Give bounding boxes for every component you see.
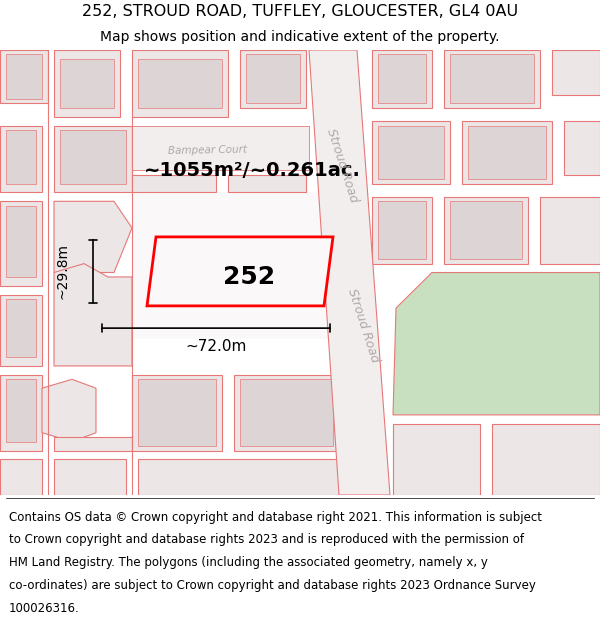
Polygon shape — [450, 201, 522, 259]
Polygon shape — [54, 264, 132, 366]
Polygon shape — [132, 375, 222, 451]
Polygon shape — [378, 54, 426, 103]
Polygon shape — [234, 375, 339, 451]
Polygon shape — [444, 50, 540, 108]
Polygon shape — [0, 50, 48, 103]
Text: Stroud Road: Stroud Road — [324, 127, 360, 204]
Polygon shape — [564, 121, 600, 174]
Polygon shape — [468, 126, 546, 179]
Polygon shape — [6, 54, 42, 99]
Polygon shape — [450, 54, 534, 103]
Text: 100026316.: 100026316. — [9, 602, 80, 614]
Text: 252: 252 — [223, 265, 275, 289]
Polygon shape — [0, 295, 42, 366]
Polygon shape — [228, 174, 306, 192]
Polygon shape — [372, 197, 432, 264]
Polygon shape — [372, 50, 432, 108]
Polygon shape — [393, 424, 480, 495]
Polygon shape — [147, 237, 333, 306]
Polygon shape — [54, 201, 132, 272]
Polygon shape — [378, 126, 444, 179]
Text: ~29.8m: ~29.8m — [56, 243, 70, 299]
Text: co-ordinates) are subject to Crown copyright and database rights 2023 Ordnance S: co-ordinates) are subject to Crown copyr… — [9, 579, 536, 592]
Polygon shape — [138, 379, 216, 446]
Polygon shape — [378, 201, 426, 259]
Polygon shape — [372, 121, 450, 184]
Polygon shape — [60, 59, 114, 108]
Polygon shape — [492, 424, 600, 495]
Polygon shape — [54, 126, 132, 192]
Polygon shape — [240, 50, 306, 108]
Text: HM Land Registry. The polygons (including the associated geometry, namely x, y: HM Land Registry. The polygons (includin… — [9, 556, 488, 569]
Polygon shape — [0, 201, 42, 286]
Text: ~72.0m: ~72.0m — [185, 339, 247, 354]
Text: to Crown copyright and database rights 2023 and is reproduced with the permissio: to Crown copyright and database rights 2… — [9, 533, 524, 546]
Polygon shape — [0, 459, 42, 495]
Text: 252, STROUD ROAD, TUFFLEY, GLOUCESTER, GL4 0AU: 252, STROUD ROAD, TUFFLEY, GLOUCESTER, G… — [82, 4, 518, 19]
Text: Contains OS data © Crown copyright and database right 2021. This information is : Contains OS data © Crown copyright and d… — [9, 511, 542, 524]
Polygon shape — [54, 437, 132, 451]
Polygon shape — [132, 126, 309, 170]
Polygon shape — [138, 59, 222, 108]
Polygon shape — [138, 459, 339, 495]
Polygon shape — [6, 379, 36, 442]
Polygon shape — [42, 379, 96, 442]
Polygon shape — [132, 192, 339, 339]
Polygon shape — [132, 174, 216, 192]
Polygon shape — [132, 50, 228, 117]
Polygon shape — [552, 50, 600, 94]
Text: ~1055m²/~0.261ac.: ~1055m²/~0.261ac. — [144, 161, 361, 179]
Polygon shape — [444, 197, 528, 264]
Polygon shape — [6, 206, 36, 277]
Polygon shape — [393, 272, 600, 415]
Polygon shape — [6, 130, 36, 184]
Polygon shape — [6, 299, 36, 357]
Polygon shape — [309, 50, 390, 495]
Polygon shape — [240, 379, 333, 446]
Text: Bampear Court: Bampear Court — [167, 144, 247, 156]
Polygon shape — [0, 126, 42, 192]
Polygon shape — [60, 130, 126, 184]
Polygon shape — [0, 375, 42, 451]
Polygon shape — [54, 459, 126, 495]
Polygon shape — [462, 121, 552, 184]
Text: Map shows position and indicative extent of the property.: Map shows position and indicative extent… — [100, 31, 500, 44]
Polygon shape — [540, 197, 600, 264]
Polygon shape — [54, 50, 120, 117]
Text: Stroud Road: Stroud Road — [345, 288, 381, 364]
Polygon shape — [246, 54, 300, 103]
